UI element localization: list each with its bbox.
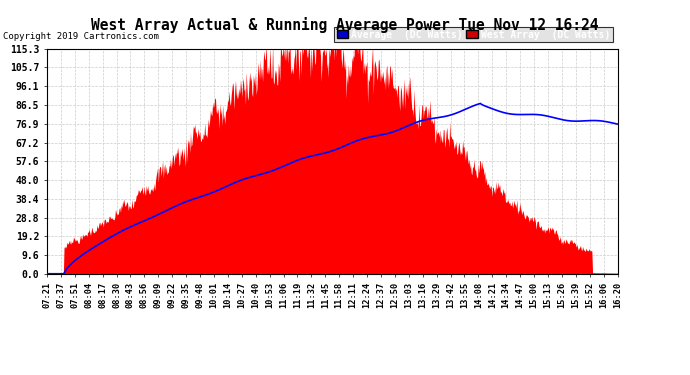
Text: Copyright 2019 Cartronics.com: Copyright 2019 Cartronics.com [3,32,159,41]
Legend: Average  (DC Watts), West Array  (DC Watts): Average (DC Watts), West Array (DC Watts… [334,27,613,42]
Text: West Array Actual & Running Average Power Tue Nov 12 16:24: West Array Actual & Running Average Powe… [91,17,599,33]
